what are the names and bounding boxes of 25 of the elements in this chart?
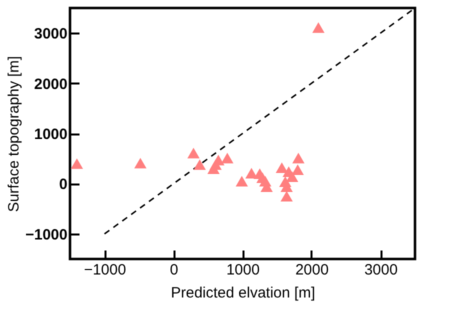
y-tick-label: 2000 (34, 76, 68, 93)
point (280, 190, 293, 202)
point (286, 171, 298, 182)
y-tick-label: 3000 (34, 26, 68, 43)
point (221, 152, 234, 164)
point (292, 152, 305, 164)
y-tick-label: −1000 (25, 226, 68, 244)
point (70, 158, 84, 169)
point (134, 158, 147, 168)
point (212, 154, 224, 166)
y-tick-label: 0 (59, 176, 68, 194)
point (276, 162, 288, 173)
x-tick-label: 1000 (226, 262, 260, 278)
y-tick-label: 1000 (34, 126, 68, 143)
x-axis-title: Predicted elvation [m] (170, 284, 316, 302)
x-tick-label: 0 (170, 262, 178, 278)
x-tick-label: 2000 (295, 262, 329, 278)
point (236, 176, 248, 186)
y-axis-title: Surface topography [m] (5, 56, 22, 212)
point (292, 164, 304, 175)
x-tick-label: 3000 (364, 262, 398, 278)
x-tick-label: −1000 (84, 262, 126, 278)
point (312, 22, 325, 33)
point (187, 148, 200, 158)
point (194, 159, 206, 170)
